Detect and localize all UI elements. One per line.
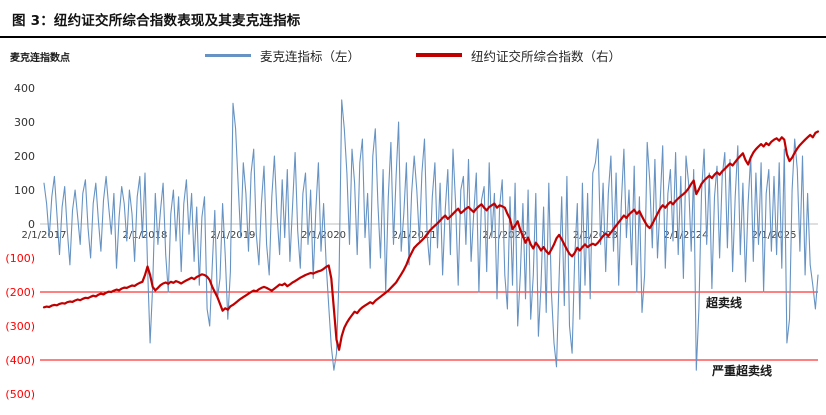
legend-item-nyse: 纽约证交所综合指数（右）: [416, 46, 621, 65]
y-tick-label: 400: [14, 82, 35, 95]
oversold-line-label: 超卖线: [705, 295, 742, 310]
y-tick-label: 0: [28, 218, 35, 231]
y-tick-label: 300: [14, 116, 35, 129]
legend-label-nyse: 纽约证交所综合指数（右）: [471, 48, 622, 64]
x-tick-label: 2/1/2017: [22, 230, 67, 241]
x-tick-label: 2/1/2018: [122, 230, 167, 241]
x-tick-label: 2/1/2024: [664, 230, 709, 241]
legend-item-mcclellan: 麦克连指标（左）: [204, 46, 360, 65]
y-tick-label: (100): [5, 252, 35, 265]
x-tick-label: 2/1/2025: [752, 230, 797, 241]
legend-label-mcclellan: 麦克连指标（左）: [259, 48, 360, 64]
severe-oversold-line-label: 严重超卖线: [711, 363, 772, 378]
chart-legend: 麦克连指数点 麦克连指标（左） 纽约证交所综合指数（右）: [0, 40, 826, 70]
y-tick-label: (400): [5, 354, 35, 367]
y-tick-label: (300): [5, 320, 35, 333]
nyse-composite-series-line: [42, 130, 820, 351]
legend-line-swatch-mcclellan: [204, 53, 251, 57]
y-tick-label: 200: [14, 150, 35, 163]
y-tick-label: (500): [5, 388, 35, 401]
x-tick-label: 2/1/2019: [211, 230, 256, 241]
figure-title: 图 3：纽约证交所综合指数表现及其麦克连指标: [12, 13, 301, 29]
x-tick-label: 2/1/2020: [301, 230, 346, 241]
legend-line-swatch-nyse: [416, 53, 462, 57]
y-axis-unit-label: 麦克连指数点: [10, 53, 70, 64]
x-tick-label: 2/1/2023: [573, 230, 618, 241]
figure-header: 图 3：纽约证交所综合指数表现及其麦克连指标: [0, 0, 826, 38]
mcclellan-nyse-chart: 400 300 200 100 0 (100) (200) (300) (400) (500) 2/…: [5, 82, 820, 401]
x-tick-label: 2/1/2021: [392, 230, 437, 241]
y-tick-label: 100: [14, 184, 35, 197]
y-tick-label: (200): [5, 286, 35, 299]
x-tick-label: 2/1/2022: [482, 230, 527, 241]
